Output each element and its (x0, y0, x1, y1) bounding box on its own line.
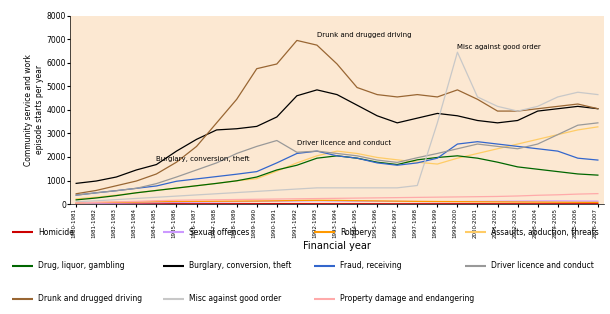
Text: Sexual offences: Sexual offences (189, 228, 249, 237)
Text: Robbery: Robbery (340, 228, 372, 237)
Text: Assaults, abduction, threats: Assaults, abduction, threats (491, 228, 599, 237)
Text: Property damage and endangering: Property damage and endangering (340, 294, 475, 303)
Text: Drug, liquor, gambling: Drug, liquor, gambling (38, 261, 124, 270)
Text: Burglary, conversion, theft: Burglary, conversion, theft (156, 156, 250, 162)
Text: Drunk and drugged driving: Drunk and drugged driving (317, 32, 412, 38)
Text: Misc against good order: Misc against good order (458, 44, 541, 50)
Text: Homicide: Homicide (38, 228, 74, 237)
Y-axis label: Community service and work
episode starts per year: Community service and work episode start… (24, 54, 44, 166)
Text: Fraud, receiving: Fraud, receiving (340, 261, 401, 270)
Text: Driver licence and conduct: Driver licence and conduct (491, 261, 594, 270)
Text: Misc against good order: Misc against good order (189, 294, 281, 303)
Text: Driver licence and conduct: Driver licence and conduct (297, 140, 391, 146)
Text: Drunk and drugged driving: Drunk and drugged driving (38, 294, 142, 303)
Text: Burglary, conversion, theft: Burglary, conversion, theft (189, 261, 292, 270)
X-axis label: Financial year: Financial year (303, 241, 371, 251)
